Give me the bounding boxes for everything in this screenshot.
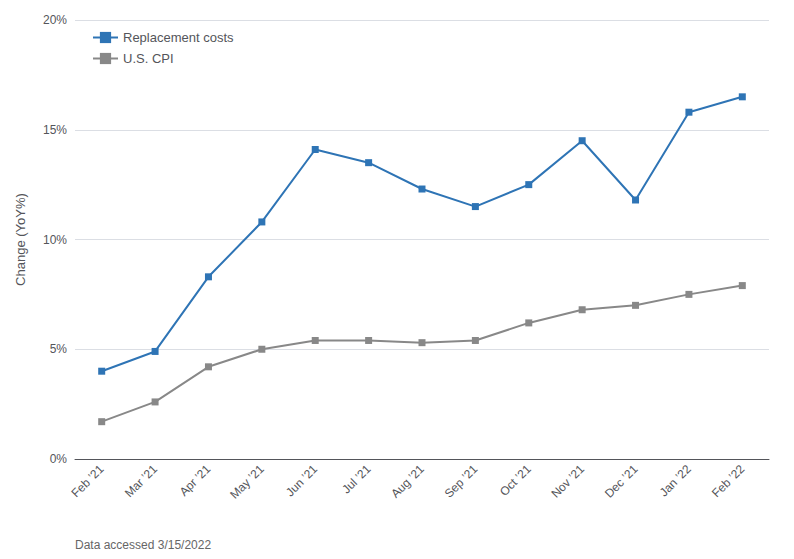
svg-text:20%: 20%	[43, 13, 67, 27]
svg-text:0%: 0%	[50, 452, 68, 466]
svg-text:Aug ’21: Aug ’21	[388, 462, 427, 501]
svg-text:Nov ’21: Nov ’21	[548, 462, 587, 501]
svg-text:Oct ’21: Oct ’21	[497, 462, 534, 499]
svg-text:May ’21: May ’21	[227, 462, 267, 502]
svg-text:Feb ’22: Feb ’22	[709, 462, 747, 500]
svg-text:Jun ’21: Jun ’21	[283, 462, 320, 499]
svg-text:Jul ’21: Jul ’21	[339, 462, 374, 497]
svg-text:Dec ’21: Dec ’21	[602, 462, 641, 501]
svg-text:Jan ’22: Jan ’22	[657, 462, 694, 499]
svg-text:Apr ’21: Apr ’21	[177, 462, 214, 499]
svg-text:5%: 5%	[50, 342, 68, 356]
svg-text:Change (YoY%): Change (YoY%)	[13, 193, 28, 286]
svg-text:10%: 10%	[43, 233, 67, 247]
svg-text:Sep ’21: Sep ’21	[442, 462, 481, 501]
svg-text:Feb ’21: Feb ’21	[68, 462, 106, 500]
svg-text:Replacement costs: Replacement costs	[123, 30, 234, 45]
svg-text:Mar ’21: Mar ’21	[122, 462, 160, 500]
svg-text:15%: 15%	[43, 123, 67, 137]
svg-text:U.S. CPI: U.S. CPI	[123, 51, 174, 66]
svg-text:Data accessed 3/15/2022: Data accessed 3/15/2022	[75, 538, 211, 552]
